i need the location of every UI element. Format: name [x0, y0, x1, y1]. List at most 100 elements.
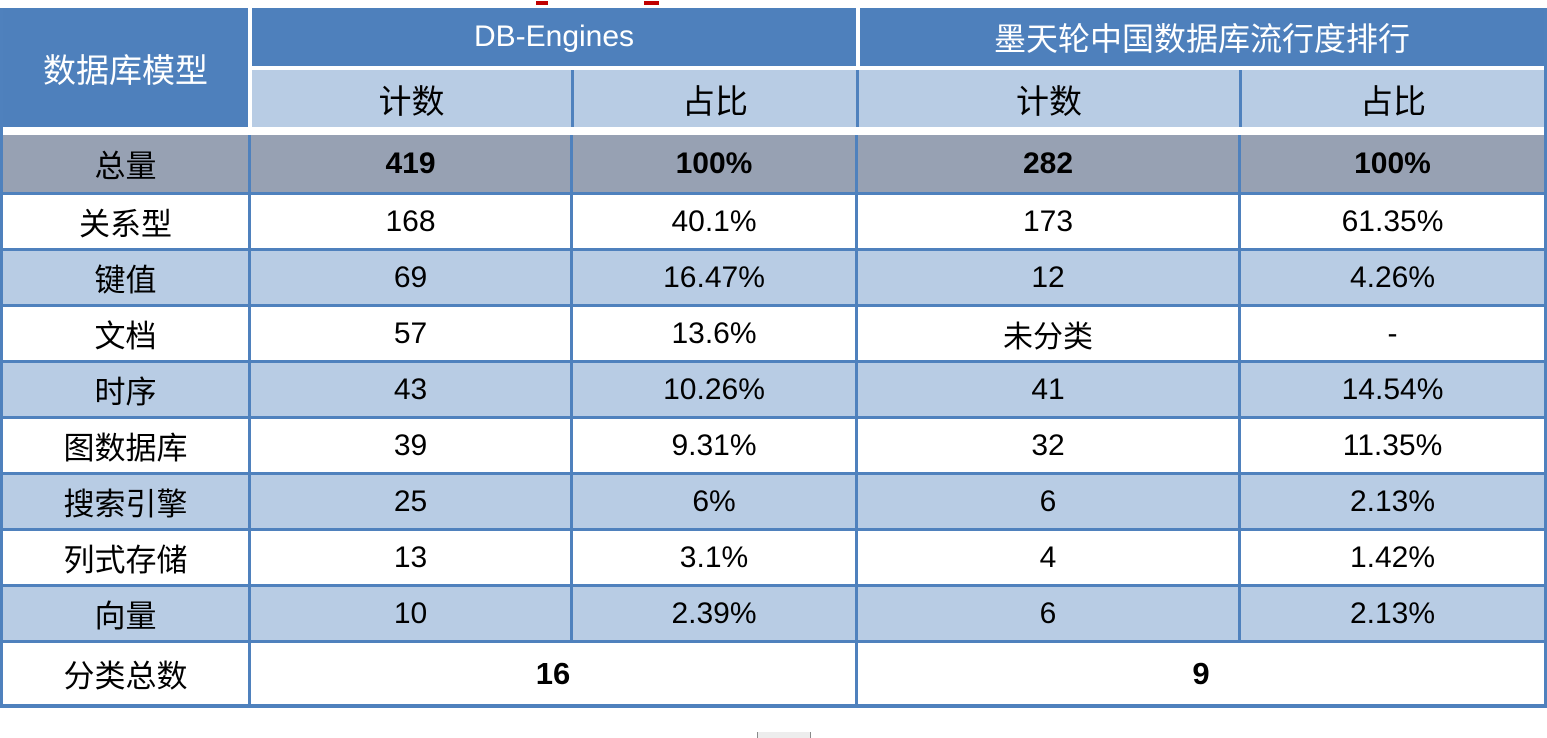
modb-count-cell: 32: [1031, 428, 1065, 462]
divider: [570, 475, 573, 528]
modb-category-total-cell: 9: [1192, 655, 1210, 691]
db-engines-share-cell: 3.1%: [679, 540, 749, 574]
divider: [248, 475, 251, 528]
table-row: 时序 43 10.26% 41 14.54%: [3, 360, 1544, 416]
modb-share-cell: -: [1387, 316, 1398, 350]
divider: [855, 251, 858, 304]
divider: [1238, 135, 1241, 192]
divider: [570, 135, 573, 192]
modb-count-cell: 173: [1022, 204, 1074, 238]
sub-header-count-2: 计数: [1016, 84, 1082, 121]
divider: [248, 135, 251, 192]
divider: [1238, 195, 1241, 248]
row-label: 关系型: [79, 207, 172, 242]
divider: [570, 307, 573, 360]
divider: [855, 475, 858, 528]
modb-count-cell: 12: [1031, 260, 1065, 294]
db-engines-count-cell: 57: [393, 316, 428, 350]
total-row: 总量 419 100% 282 100%: [3, 135, 1544, 192]
modb-share-cell: 61.35%: [1341, 204, 1444, 238]
table-row: 文档 57 13.6% 未分类 -: [3, 304, 1544, 360]
header-body-gap: [3, 127, 1544, 135]
group-header-db-engines: DB-Engines: [473, 20, 635, 53]
modb-share-cell: 4.26%: [1349, 260, 1436, 294]
corner-header-cell: 数据库模型: [3, 8, 248, 127]
row-label: 时序: [94, 375, 157, 410]
db-engines-count-cell: 69: [393, 260, 428, 294]
divider: [248, 251, 251, 304]
row-label: 搜索引擎: [63, 487, 188, 522]
table-row: 图数据库 39 9.31% 32 11.35%: [3, 416, 1544, 472]
divider: [856, 70, 859, 127]
db-engines-count-cell: 43: [393, 372, 428, 406]
db-engines-share-cell: 6%: [692, 484, 736, 518]
db-engines-count-cell: 13: [393, 540, 428, 574]
divider: [855, 587, 858, 640]
divider: [248, 531, 251, 584]
divider: [1238, 251, 1241, 304]
divider: [1238, 419, 1241, 472]
db-engines-category-total-cell: 16: [535, 655, 571, 691]
modb-count-cell: 282: [1022, 146, 1074, 180]
document-top-margin: [0, 0, 1547, 8]
divider: [855, 419, 858, 472]
group-header-modb-ranking: 墨天轮中国数据库流行度排行: [993, 21, 1410, 57]
divider: [570, 587, 573, 640]
divider: [570, 419, 573, 472]
divider: [252, 66, 1544, 70]
divider: [570, 531, 573, 584]
modb-share-cell: 2.13%: [1349, 596, 1436, 630]
modb-count-cell: 4: [1039, 540, 1057, 574]
row-label: 文档: [94, 319, 157, 354]
modb-count-cell: 6: [1039, 484, 1057, 518]
divider: [855, 643, 858, 704]
category-total-row: 分类总数 16 9: [3, 640, 1544, 704]
row-label: 向量: [94, 599, 157, 634]
db-engines-share-cell: 10.26%: [663, 372, 765, 406]
row-label: 键值: [94, 263, 157, 298]
divider: [855, 531, 858, 584]
divider: [570, 195, 573, 248]
divider: [1238, 531, 1241, 584]
db-engines-share-cell: 40.1%: [671, 204, 757, 238]
divider: [248, 307, 251, 360]
divider: [248, 587, 251, 640]
divider: [570, 251, 573, 304]
db-engines-count-cell: 10: [393, 596, 428, 630]
modb-count-cell: 未分类: [1003, 320, 1093, 354]
divider: [248, 363, 251, 416]
db-engines-share-cell: 9.31%: [671, 428, 757, 462]
row-label: 总量: [94, 149, 157, 184]
row-label: 列式存储: [63, 543, 188, 578]
modb-share-cell: 14.54%: [1341, 372, 1444, 406]
divider: [1238, 587, 1241, 640]
table-row: 向量 10 2.39% 6 2.13%: [3, 584, 1544, 640]
header-right-block: DB-Engines 墨天轮中国数据库流行度排行 计数 占比 计数 占比: [252, 8, 1544, 127]
divider: [855, 307, 858, 360]
db-engines-share-cell: 100%: [675, 146, 753, 180]
sub-header-share-2: 占比: [1360, 84, 1426, 121]
table-row: 搜索引擎 25 6% 6 2.13%: [3, 472, 1544, 528]
table-row: 列式存储 13 3.1% 4 1.42%: [3, 528, 1544, 584]
divider: [248, 195, 251, 248]
divider: [570, 363, 573, 416]
db-engines-count-cell: 168: [385, 204, 436, 238]
sub-header-share-1: 占比: [682, 84, 748, 121]
modb-share-cell: 2.13%: [1349, 484, 1436, 518]
divider: [855, 195, 858, 248]
table-row: 键值 69 16.47% 12 4.26%: [3, 248, 1544, 304]
db-engines-count-cell: 25: [393, 484, 428, 518]
db-engines-count-cell: 419: [385, 146, 436, 180]
modb-share-cell: 100%: [1354, 146, 1431, 180]
modb-count-cell: 41: [1031, 372, 1065, 406]
database-model-comparison-table: 数据库模型 DB-Engines 墨天轮中国数据库流行度排行 计数 占比 计数 …: [0, 8, 1547, 708]
divider: [1238, 307, 1241, 360]
sub-header-row: 计数 占比 计数 占比: [252, 70, 1544, 127]
red-text-artifact: [536, 1, 548, 5]
db-engines-share-cell: 2.39%: [671, 596, 757, 630]
divider: [855, 363, 858, 416]
table-header: 数据库模型 DB-Engines 墨天轮中国数据库流行度排行 计数 占比 计数 …: [3, 8, 1544, 127]
modb-share-cell: 1.42%: [1349, 540, 1436, 574]
row-label: 分类总数: [63, 659, 188, 694]
table-row: 关系型 168 40.1% 173 61.35%: [3, 192, 1544, 248]
